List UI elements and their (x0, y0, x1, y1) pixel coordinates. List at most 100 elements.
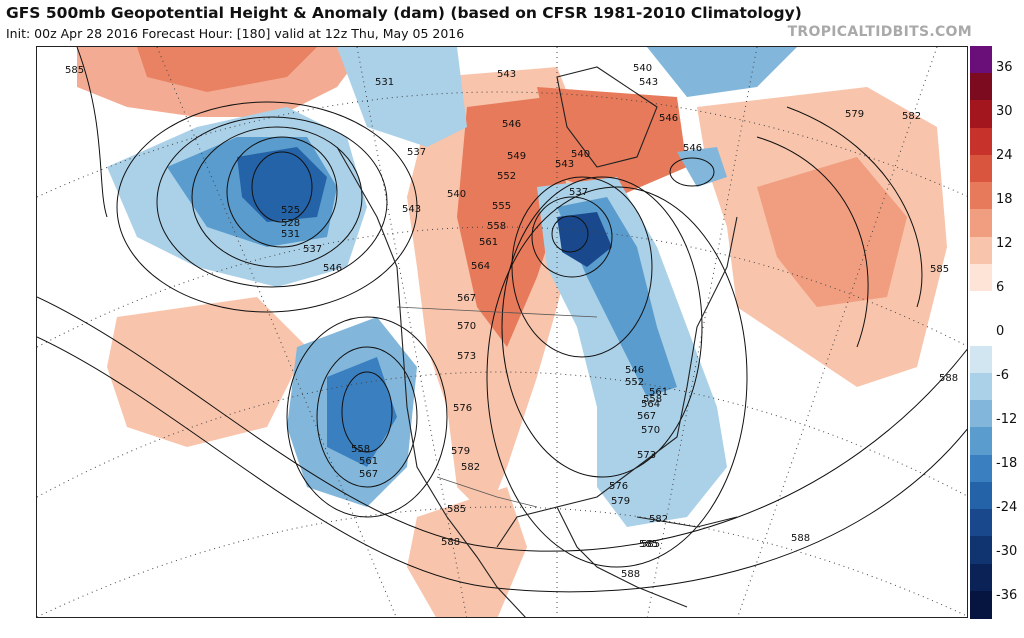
contour-label: 585 (641, 539, 660, 550)
anomaly-hawaii-pos (107, 297, 307, 447)
contour-label: 588 (441, 537, 460, 548)
contour-label: 546 (683, 143, 702, 154)
colorbar-label: 36 (996, 60, 1013, 75)
colorbar-label: -12 (996, 412, 1018, 427)
contour-low-hudson-3 (511, 176, 653, 358)
contour-low-pacific-2 (226, 136, 338, 248)
colorbar-segment (970, 372, 992, 401)
colorbar-segment (970, 427, 992, 456)
anomaly-greenland-pos (537, 87, 687, 197)
contour-label: 585 (639, 539, 658, 550)
coastline-west (336, 146, 526, 617)
contour-label: 582 (902, 111, 921, 122)
contour-ridge-3 (76, 47, 108, 218)
contour-label: 570 (457, 321, 476, 332)
colorbar-segment (970, 454, 992, 483)
colorbar-segment (970, 318, 992, 347)
contour-label: 540 (571, 149, 590, 160)
contour-label: 531 (281, 229, 300, 240)
contour-atlantic-2 (756, 136, 869, 348)
contour-ridge-2 (37, 336, 967, 593)
contour-label: 543 (555, 159, 574, 170)
contour-label: 564 (641, 399, 660, 410)
colorbar-segment (970, 182, 992, 211)
coastline-east (556, 216, 738, 608)
anomaly-north-atlantic-neg (647, 47, 797, 97)
contour-label: 579 (845, 109, 864, 120)
colorbar-label: 24 (996, 148, 1013, 163)
colorbar-label: -6 (996, 368, 1009, 383)
contour-label: 588 (939, 373, 958, 384)
colorbar-label: 0 (996, 324, 1005, 339)
colorbar-label: -30 (996, 544, 1018, 559)
contour-low-pacific-5 (116, 101, 418, 313)
contour-low-labrador (669, 157, 715, 187)
contour-label: 582 (649, 514, 668, 525)
contour-label: 558 (487, 221, 506, 232)
colorbar-segment (970, 536, 992, 565)
contour-label: 579 (451, 446, 470, 457)
contour-label: 585 (65, 65, 84, 76)
colorbar-segment (970, 590, 992, 619)
contour-label: 585 (447, 504, 466, 515)
colorbar-label: 6 (996, 280, 1005, 295)
contour-label: 585 (930, 264, 949, 275)
anomaly-atlantic-pos-core (757, 157, 907, 307)
colorbar-segment (970, 236, 992, 265)
contour-low-hudson-5 (486, 186, 748, 568)
contour-atlantic-1 (786, 106, 923, 308)
contour-low-hudson-2 (531, 196, 613, 278)
colorbar-segment (970, 291, 992, 320)
contour-low-pacific-3 (191, 126, 363, 268)
contour-label: 558 (643, 394, 662, 405)
contour-label: 561 (359, 456, 378, 467)
contour-low-pacific-1 (251, 151, 313, 223)
contour-label: 567 (457, 293, 476, 304)
contour-label: 579 (611, 496, 630, 507)
colorbar-segment (970, 100, 992, 129)
colorbar (970, 46, 992, 619)
colorbar-segment (970, 481, 992, 510)
contour-label: 543 (402, 204, 421, 215)
contour-label: 525 (281, 205, 300, 216)
contour-label: 537 (303, 244, 322, 255)
contour-low-california-3 (286, 316, 448, 518)
contour-label: 552 (625, 377, 644, 388)
map-panel: 585 531 543 540 543 546 546 537 546 549 … (36, 46, 968, 618)
border-us-canada (396, 306, 598, 318)
border-us-mexico (436, 476, 538, 508)
contour-label: 570 (641, 425, 660, 436)
country-borders (396, 306, 598, 508)
colorbar-segment (970, 154, 992, 183)
contour-label: 543 (639, 77, 658, 88)
contour-label: 555 (492, 201, 511, 212)
colorbar-label: 30 (996, 104, 1013, 119)
contour-label: 588 (621, 569, 640, 580)
colorbar-label: -18 (996, 456, 1018, 471)
colorbar-label: 12 (996, 236, 1013, 251)
colorbar-label: -36 (996, 588, 1018, 603)
contour-ridge-1 (37, 296, 967, 552)
anomaly-gulf-alaska-neg-core (237, 147, 327, 222)
contour-labels: 585 531 543 540 543 546 546 537 546 549 … (65, 63, 958, 580)
chart-title: GFS 500mb Geopotential Height & Anomaly … (6, 4, 802, 22)
coastline-greenland (556, 66, 658, 168)
contour-label: 537 (569, 187, 588, 198)
contour-label: 567 (637, 411, 656, 422)
map-svg: 585 531 543 540 543 546 546 537 546 549 … (37, 47, 967, 617)
colorbar-segment (970, 509, 992, 538)
contour-label: 531 (375, 77, 394, 88)
chart-subtitle: Init: 00z Apr 28 2016 Forecast Hour: [18… (6, 26, 465, 41)
contour-low-hudson-4 (501, 176, 703, 478)
contour-label: 561 (649, 387, 668, 398)
contour-label: 558 (351, 444, 370, 455)
anomaly-labrador-neg (677, 147, 727, 187)
contour-label: 546 (625, 365, 644, 376)
colorbar-segment (970, 400, 992, 429)
colorbar-label: -24 (996, 500, 1018, 515)
anomaly-mexico-pos (407, 487, 527, 617)
contour-label: 528 (281, 218, 300, 229)
contour-label: 582 (461, 462, 480, 473)
colorbar-segment (970, 345, 992, 374)
contour-label: 588 (791, 533, 810, 544)
